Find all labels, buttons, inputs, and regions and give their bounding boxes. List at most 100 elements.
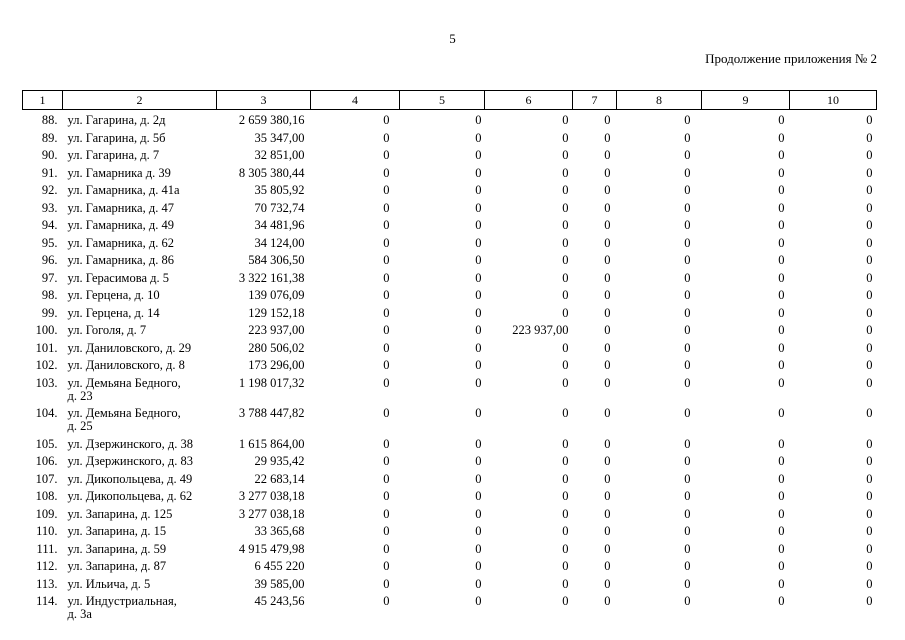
value-cell: 0 [475,436,482,451]
value-cell: 0 [778,594,785,608]
value-cell: 0 [383,305,390,320]
table-body: 88. ул. Гагарина, д. 2д 2 659 380,16 0 0 0 0 0 0… [23,110,877,624]
value-cell: 0 [383,375,390,390]
value-cell: 0 [684,305,691,320]
value-cell: 0 [866,489,873,503]
column-header: 6 [484,90,573,110]
value-cell: 0 [604,340,611,355]
value-cell: 0 [562,454,569,468]
table-row: 95. ул. Гамарника, д. 62 34 124,00 0 0 0 0 0 0 0 [23,235,877,253]
value-cell: 0 [604,288,611,302]
value-cell: 35 805,92 [254,183,305,197]
value-cell: 0 [562,148,569,162]
value-cell: 0 [475,130,482,145]
value-cell: 0 [562,235,569,250]
row-number-cell: 99. [41,305,58,320]
value-cell: 3 788 447,82 [238,406,305,420]
value-cell: 0 [866,471,873,486]
value-cell: 0 [604,489,611,503]
value-cell: 280 506,02 [248,340,305,355]
value-cell: 0 [562,576,569,591]
value-cell: 0 [684,288,691,302]
value-cell: 0 [383,576,390,591]
address-cell: ул. Демьяна Бедного, д. 25 [67,406,181,433]
address-cell: ул. Дзержинского, д. 83 [67,454,193,468]
value-cell: 0 [866,375,873,390]
table-row: 102. ул. Даниловского, д. 8 173 296,00 0 0 0 0… [23,357,877,375]
value-cell: 0 [475,489,482,503]
value-cell: 0 [475,358,482,372]
table-row: 101. ул. Даниловского, д. 29 280 506,02 0 0 0… [23,340,877,358]
value-cell: 0 [684,165,691,180]
value-cell: 0 [475,323,482,337]
column-header: 3 [216,90,311,110]
value-cell: 0 [383,559,390,573]
row-number-cell: 96. [41,253,58,267]
value-cell: 0 [684,253,691,267]
value-cell: 0 [475,541,482,556]
value-cell: 0 [383,506,390,521]
row-number-cell: 105. [35,436,58,451]
value-cell: 0 [604,270,611,285]
value-cell: 0 [866,148,873,162]
value-cell: 0 [866,506,873,521]
row-number-cell: 88. [41,113,58,127]
address-cell: ул. Даниловского, д. 8 [67,358,185,372]
value-cell: 129 152,18 [248,305,305,320]
value-cell: 0 [562,541,569,556]
value-cell: 0 [604,305,611,320]
value-cell: 0 [778,559,785,573]
continuation-note: Продолжение приложения № 2 [705,51,877,66]
value-cell: 34 481,96 [254,218,305,232]
row-number-cell: 111. [36,541,58,556]
value-cell: 0 [562,288,569,302]
value-cell: 0 [604,358,611,372]
table-row: 90. ул. Гагарина, д. 7 32 851,00 0 0 0 0 0 0 0 [23,147,877,165]
value-cell: 0 [866,406,873,420]
value-cell: 0 [604,594,611,608]
value-cell: 32 851,00 [254,148,305,162]
table-row: 89. ул. Гагарина, д. 5б 35 347,00 0 0 0 0 0 0 0 [23,130,877,148]
value-cell: 0 [475,270,482,285]
value-cell: 0 [475,305,482,320]
column-header: 10 [789,90,877,110]
column-header: 7 [572,90,617,110]
value-cell: 1 615 864,00 [238,436,305,451]
address-cell: ул. Демьяна Бедного, д. 23 [67,375,181,403]
table-row: 99. ул. Герцена, д. 14 129 152,18 0 0 0 0 0 0 0 [23,305,877,323]
value-cell: 0 [562,375,569,390]
value-cell: 0 [604,541,611,556]
value-cell: 0 [562,113,569,127]
value-cell: 0 [684,148,691,162]
value-cell: 0 [778,218,785,232]
value-cell: 0 [778,454,785,468]
value-cell: 0 [475,253,482,267]
value-cell: 0 [866,340,873,355]
value-cell: 29 935,42 [254,454,305,468]
value-cell: 0 [684,436,691,451]
address-cell: ул. Гамарника, д. 62 [67,235,174,250]
value-cell: 6 455 220 [254,559,305,573]
value-cell: 0 [383,454,390,468]
row-number-cell: 103. [35,375,58,390]
value-cell: 0 [562,253,569,267]
value-cell: 0 [604,130,611,145]
column-header: 5 [399,90,485,110]
value-cell: 0 [684,594,691,608]
row-number-cell: 90. [41,148,58,162]
value-cell: 3 322 161,38 [238,270,305,285]
value-cell: 0 [562,436,569,451]
value-cell: 0 [562,506,569,521]
value-cell: 0 [684,541,691,556]
table-row: 97. ул. Герасимова д. 5 3 322 161,38 0 0 0 0 0 0… [23,270,877,288]
value-cell: 0 [778,323,785,337]
value-cell: 0 [684,218,691,232]
value-cell: 0 [866,541,873,556]
value-cell: 0 [866,576,873,591]
value-cell: 0 [778,200,785,215]
row-number-cell: 109. [35,506,58,521]
row-number-cell: 114. [36,594,58,608]
value-cell: 0 [604,165,611,180]
value-cell: 8 305 380,44 [238,165,305,180]
value-cell: 0 [866,288,873,302]
